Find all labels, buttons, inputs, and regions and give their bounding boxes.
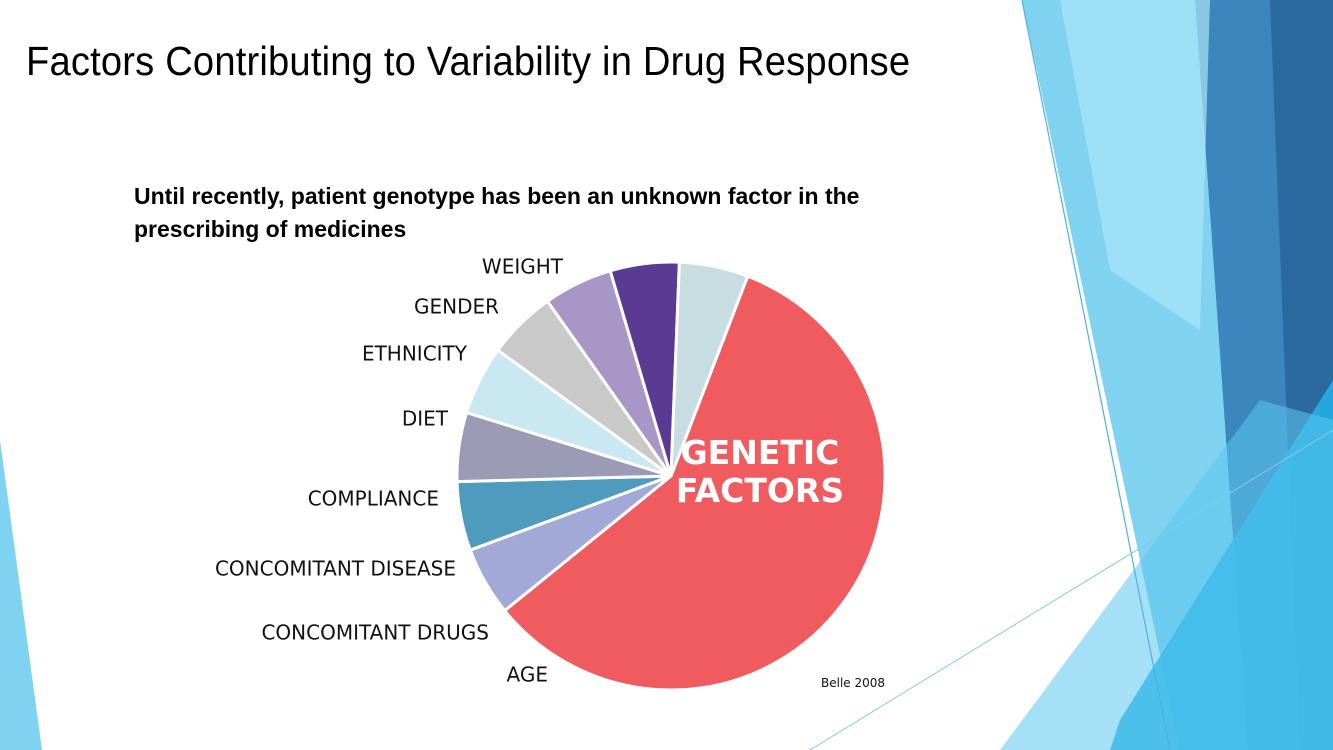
slice-label-weight: WEIGHT	[482, 255, 564, 279]
slice-label-age: AGE	[507, 663, 548, 687]
slice-label-genetic-factors: GENETIC	[681, 433, 840, 472]
slice-label-gender: GENDER	[414, 295, 499, 319]
slice-label-concomitant-disease: CONCOMITANT DISEASE	[215, 557, 456, 581]
slice-label-compliance: COMPLIANCE	[308, 487, 439, 511]
slide-title: Factors Contributing to Variability in D…	[26, 38, 911, 84]
slice-label-ethnicity: ETHNICITY	[362, 342, 468, 366]
citation: Belle 2008	[821, 676, 886, 690]
slide-subtitle: Until recently, patient genotype has bee…	[134, 183, 860, 242]
slice-label-concomitant-drugs: CONCOMITANT DRUGS	[261, 621, 489, 645]
pie-slice-genetic-factors	[503, 274, 887, 692]
slice-label-genetic-factors: FACTORS	[676, 471, 844, 510]
slice-label-diet: DIET	[402, 407, 449, 431]
pie-slice-weight	[669, 260, 750, 478]
